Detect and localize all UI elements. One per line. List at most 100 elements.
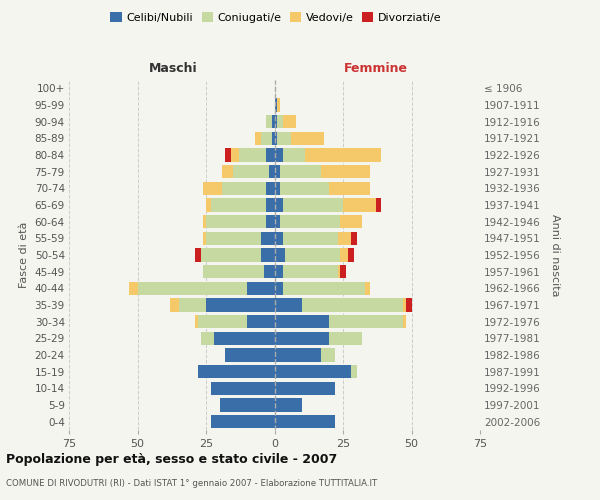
Bar [233, 165, 269, 178]
Bar [269, 165, 275, 178]
Bar [223, 182, 266, 195]
Bar [266, 215, 275, 228]
Bar [129, 282, 137, 295]
Bar [206, 215, 266, 228]
Bar [280, 165, 321, 178]
Bar [179, 298, 206, 312]
Bar [275, 115, 277, 128]
Bar [137, 282, 247, 295]
Bar [275, 98, 277, 112]
Bar [211, 198, 266, 211]
Bar [338, 265, 340, 278]
Bar [283, 148, 305, 162]
Bar [198, 365, 275, 378]
Bar [230, 148, 239, 162]
Bar [275, 148, 283, 162]
Bar [203, 265, 263, 278]
Bar [305, 148, 382, 162]
Bar [211, 382, 275, 395]
Bar [406, 298, 412, 312]
Bar [266, 182, 275, 195]
Bar [239, 148, 266, 162]
Bar [329, 332, 362, 345]
Bar [275, 332, 329, 345]
Bar [195, 315, 198, 328]
Bar [338, 232, 351, 245]
Bar [225, 148, 230, 162]
Bar [275, 265, 283, 278]
Bar [340, 265, 346, 278]
Bar [280, 182, 329, 195]
Text: Maschi: Maschi [149, 62, 197, 75]
Bar [272, 115, 275, 128]
Bar [200, 332, 214, 345]
Bar [211, 415, 275, 428]
Text: COMUNE DI RIVODUTRI (RI) - Dati ISTAT 1° gennaio 2007 - Elaborazione TUTTITALIA.: COMUNE DI RIVODUTRI (RI) - Dati ISTAT 1°… [6, 479, 377, 488]
Bar [198, 315, 247, 328]
Bar [340, 215, 362, 228]
Bar [263, 265, 275, 278]
Bar [206, 232, 261, 245]
Bar [256, 132, 261, 145]
Bar [275, 132, 277, 145]
Bar [203, 182, 223, 195]
Bar [275, 315, 329, 328]
Bar [272, 132, 275, 145]
Bar [275, 298, 302, 312]
Bar [261, 248, 275, 262]
Bar [403, 315, 406, 328]
Bar [206, 198, 211, 211]
Bar [206, 298, 275, 312]
Text: Popolazione per età, sesso e stato civile - 2007: Popolazione per età, sesso e stato civil… [6, 452, 337, 466]
Bar [266, 148, 275, 162]
Bar [266, 115, 272, 128]
Bar [280, 215, 340, 228]
Bar [283, 265, 338, 278]
Bar [195, 248, 200, 262]
Bar [277, 115, 283, 128]
Bar [275, 382, 335, 395]
Bar [275, 248, 286, 262]
Bar [203, 232, 206, 245]
Bar [275, 215, 280, 228]
Bar [351, 232, 357, 245]
Bar [283, 115, 296, 128]
Bar [283, 282, 365, 295]
Bar [261, 232, 275, 245]
Bar [275, 165, 280, 178]
Bar [170, 298, 179, 312]
Bar [277, 98, 280, 112]
Bar [220, 398, 275, 411]
Bar [351, 365, 357, 378]
Bar [286, 248, 340, 262]
Bar [261, 132, 272, 145]
Bar [275, 348, 321, 362]
Bar [349, 248, 354, 262]
Bar [302, 298, 403, 312]
Bar [321, 165, 370, 178]
Bar [266, 198, 275, 211]
Bar [376, 198, 382, 211]
Bar [329, 182, 370, 195]
Bar [283, 198, 343, 211]
Bar [225, 348, 275, 362]
Bar [247, 282, 275, 295]
Y-axis label: Fasce di età: Fasce di età [19, 222, 29, 288]
Y-axis label: Anni di nascita: Anni di nascita [550, 214, 560, 296]
Legend: Celibi/Nubili, Coniugati/e, Vedovi/e, Divorziati/e: Celibi/Nubili, Coniugati/e, Vedovi/e, Di… [106, 8, 446, 28]
Bar [275, 415, 335, 428]
Bar [275, 182, 280, 195]
Bar [291, 132, 324, 145]
Bar [329, 315, 403, 328]
Bar [275, 365, 351, 378]
Bar [247, 315, 275, 328]
Bar [200, 248, 261, 262]
Bar [343, 198, 376, 211]
Bar [403, 298, 406, 312]
Bar [223, 165, 233, 178]
Bar [275, 232, 283, 245]
Bar [340, 248, 349, 262]
Bar [277, 132, 291, 145]
Bar [365, 282, 370, 295]
Bar [275, 282, 283, 295]
